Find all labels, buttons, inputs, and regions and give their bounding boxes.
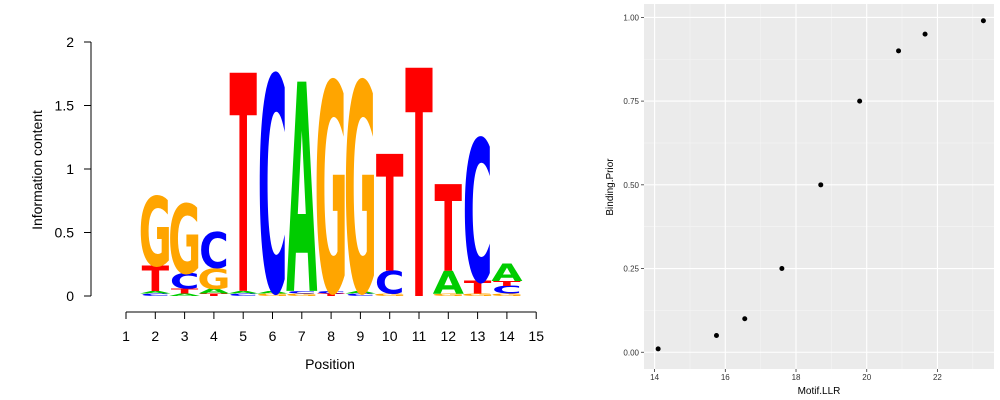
- logo-letter-g: G: [461, 293, 494, 297]
- scatter-points: [655, 18, 986, 352]
- logo-letter-c: C: [199, 223, 229, 280]
- scatter-y-axis-label: Binding.Prior: [605, 158, 616, 216]
- logo-letter-c: C: [492, 284, 522, 296]
- logo-x-tick-label: 9: [357, 328, 365, 344]
- logo-letter-a: A: [257, 290, 288, 294]
- scatter-point: [713, 333, 719, 339]
- scatter-point: [779, 266, 785, 272]
- logo-letter-t: T: [229, 15, 256, 363]
- logo-x-tick-label: 12: [441, 328, 457, 344]
- logo-letter-t: T: [171, 287, 199, 295]
- scatter-x-tick-label: 20: [862, 373, 871, 382]
- scatter-y-tick-label: 0.00: [623, 348, 639, 357]
- scatter-point: [980, 18, 986, 24]
- logo-letter-g: G: [197, 263, 230, 295]
- logo-letter-t: T: [200, 293, 228, 297]
- logo-letter-a: A: [198, 287, 230, 295]
- logo-letter-t: T: [405, 6, 432, 371]
- logo-letter-a: A: [169, 293, 200, 297]
- logo-letter-c: C: [463, 101, 493, 328]
- scatter-point: [742, 316, 748, 322]
- scatter-x-tick-label: 16: [721, 373, 730, 382]
- logo-x-tick-label: 6: [269, 328, 277, 344]
- scatter-x-tick-label: 18: [792, 373, 801, 382]
- scatter-x-axis-label: Motif.LLR: [798, 386, 841, 397]
- logo-x-axis: 1 2 3 4 5 6 7 8 9 10 11 12 13 14 15: [122, 311, 544, 344]
- logo-y-tick-label: 1: [66, 161, 74, 177]
- scatter-point: [655, 346, 661, 352]
- logo-letter-t: T: [376, 122, 403, 309]
- scatter-x-tick-label: 22: [933, 373, 942, 382]
- logo-letter-c: C: [346, 293, 376, 297]
- scatter-y-tick-label: 1.00: [623, 13, 639, 22]
- scatter-point: [818, 182, 824, 188]
- logo-x-tick-label: 5: [239, 328, 247, 344]
- logo-letter-g: G: [168, 186, 201, 297]
- scatter-point: [896, 48, 902, 54]
- logo-x-tick-label: 7: [298, 328, 306, 344]
- logo-letter-g: G: [344, 26, 377, 359]
- logo-y-axis-label: Information content: [29, 110, 45, 230]
- logo-x-tick-label: 14: [499, 328, 515, 344]
- logo-letter-a: A: [228, 290, 259, 294]
- logo-y-tick-label: 1.5: [55, 98, 75, 114]
- logo-letter-g: G: [139, 178, 172, 289]
- logo-y-axis: 0 0.5 1 1.5 2: [55, 34, 92, 304]
- scatter-gridlines: [644, 4, 994, 369]
- logo-letter-c: C: [141, 293, 171, 297]
- logo-letter-g: G: [490, 293, 523, 297]
- logo-letter-g: G: [432, 293, 465, 297]
- logo-letter-g: G: [256, 293, 289, 297]
- logo-letter-g: G: [373, 293, 406, 297]
- logo-letter-t: T: [464, 278, 491, 298]
- scatter-point: [922, 31, 928, 37]
- logo-x-tick-label: 15: [528, 328, 544, 344]
- scatter-y-tick-label: 0.50: [623, 181, 639, 190]
- logo-letter-a: A: [345, 290, 376, 294]
- logo-y-tick-label: 0.5: [55, 225, 75, 241]
- logo-letter-t: T: [493, 279, 521, 287]
- logo-x-tick-label: 3: [181, 328, 189, 344]
- logo-letter-g: G: [315, 26, 348, 359]
- logo-x-tick-label: 10: [382, 328, 398, 344]
- scatter-axes: 14 16 18 20 22 0.00 0.25 0.50 0.75 1.00: [623, 13, 942, 382]
- logo-letter-c: C: [228, 293, 258, 297]
- logo-letter-a: A: [140, 290, 171, 294]
- logo-letter-c: C: [287, 290, 317, 294]
- logo-x-axis-label: Position: [305, 356, 355, 372]
- scatter-point: [857, 98, 863, 104]
- logo-letter-g: G: [285, 293, 318, 297]
- logo-letter-t: T: [142, 259, 170, 300]
- logo-letter-a: A: [433, 265, 464, 301]
- logo-x-tick-label: 2: [151, 328, 159, 344]
- logo-y-tick-label: 0: [66, 288, 74, 304]
- scatter-y-tick-label: 0.75: [623, 97, 639, 106]
- sequence-logo: 00.511.52 1 2 3 4 5 6 7 8 9 10 11 12 13 14 15 CATGATCG…: [29, 6, 544, 372]
- logo-x-tick-label: 13: [470, 328, 486, 344]
- logo-letter-a: A: [491, 258, 522, 287]
- scatter-y-tick-label: 0.25: [623, 265, 639, 274]
- scatter-plot: 14 16 18 20 22 0.00 0.25 0.50 0.75 1.00 Motif.LLR…: [605, 4, 994, 397]
- logo-letter-a: A: [286, 26, 317, 359]
- logo-letter-c: C: [258, 16, 288, 361]
- logo-letter-c: C: [170, 269, 200, 294]
- logo-letter-c: C: [375, 265, 405, 301]
- logo-x-tick-label: 1: [122, 328, 130, 344]
- logo-x-tick-label: 4: [210, 328, 218, 344]
- logo-x-tick-label: 11: [412, 328, 427, 344]
- logo-letter-t: T: [317, 293, 345, 297]
- logo-y-tick-label: 2: [66, 34, 74, 50]
- scatter-x-tick-label: 14: [650, 373, 659, 382]
- logo-letter-t: T: [435, 161, 462, 299]
- logo-letter-c: C: [316, 290, 346, 294]
- logo-x-tick-label: 8: [327, 328, 335, 344]
